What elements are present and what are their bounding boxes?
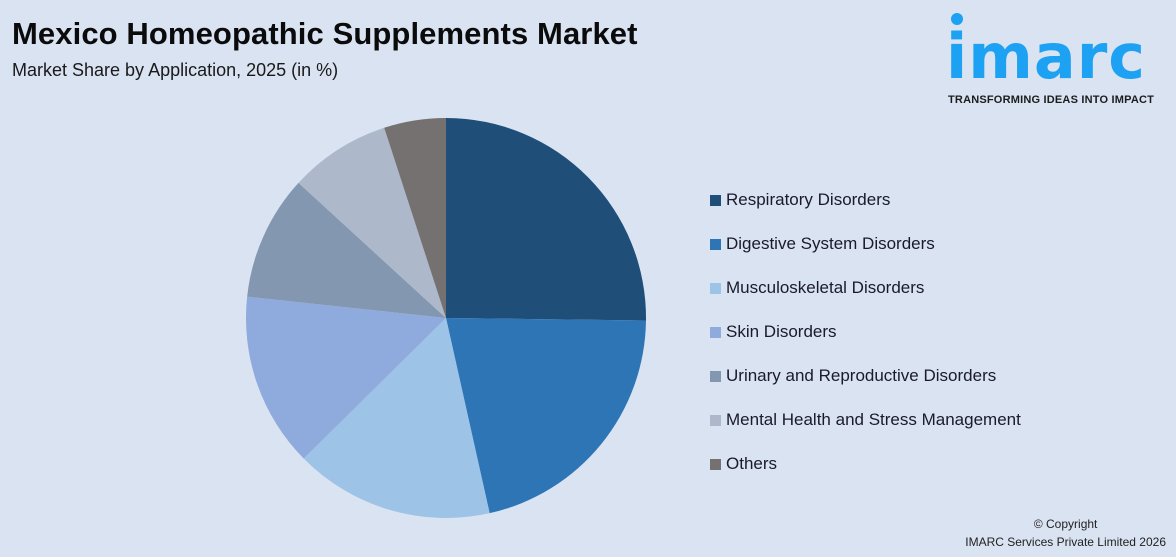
- legend-item: Others: [710, 442, 1021, 486]
- legend-label: Others: [726, 454, 778, 473]
- legend-item: Skin Disorders: [710, 310, 1021, 354]
- chart-title: Mexico Homeopathic Supplements Market: [12, 16, 638, 51]
- pie-slice-urinary-and-reproductive-disorders: [247, 182, 446, 318]
- copyright-line: © Copyright: [1033, 517, 1098, 531]
- company-line: IMARC Services Private Limited 2026: [965, 535, 1166, 549]
- legend-item: Mental Health and Stress Management: [710, 398, 1021, 442]
- copyright-notice: © Copyright IMARC Services Private Limit…: [965, 515, 1166, 551]
- legend-swatch-icon: [710, 370, 721, 382]
- legend-swatch-icon: [710, 238, 721, 250]
- imarc-logo: imarc TRANSFORMING IDEAS INTO IMPACT: [946, 10, 1172, 110]
- pie-slice-respiratory-disorders: [446, 118, 646, 321]
- legend-swatch-icon: [710, 194, 721, 206]
- legend-swatch-icon: [710, 282, 721, 294]
- legend-swatch-icon: [710, 414, 721, 426]
- legend-swatch-icon: [710, 326, 721, 338]
- pie-slice-skin-disorders: [246, 296, 446, 459]
- legend-item: Respiratory Disorders: [710, 178, 1021, 222]
- legend-label: Skin Disorders: [726, 322, 837, 341]
- legend-item: Musculoskeletal Disorders: [710, 266, 1021, 310]
- legend-label: Urinary and Reproductive Disorders: [726, 366, 997, 385]
- legend-swatch-icon: [710, 458, 721, 470]
- pie-chart: [246, 118, 646, 518]
- pie-slice-others: [384, 118, 446, 318]
- legend-item: Digestive System Disorders: [710, 222, 1021, 266]
- legend-label: Mental Health and Stress Management: [726, 410, 1021, 429]
- legend-label: Respiratory Disorders: [726, 190, 891, 209]
- legend-label: Musculoskeletal Disorders: [726, 278, 925, 297]
- legend-item: Urinary and Reproductive Disorders: [710, 354, 1021, 398]
- logo-wordmark: imarc: [946, 20, 1147, 93]
- legend-label: Digestive System Disorders: [726, 234, 935, 253]
- chart-legend: Respiratory Disorders Digestive System Di…: [710, 178, 1021, 486]
- pie-slice-digestive-system-disorders: [446, 318, 646, 514]
- logo-tagline: TRANSFORMING IDEAS INTO IMPACT: [948, 94, 1155, 106]
- chart-subtitle: Market Share by Application, 2025 (in %): [12, 60, 339, 80]
- pie-slice-musculoskeletal-disorders: [303, 318, 490, 518]
- pie-slice-mental-health-and-stress-management: [298, 127, 446, 318]
- logo-dot-icon: [951, 13, 963, 25]
